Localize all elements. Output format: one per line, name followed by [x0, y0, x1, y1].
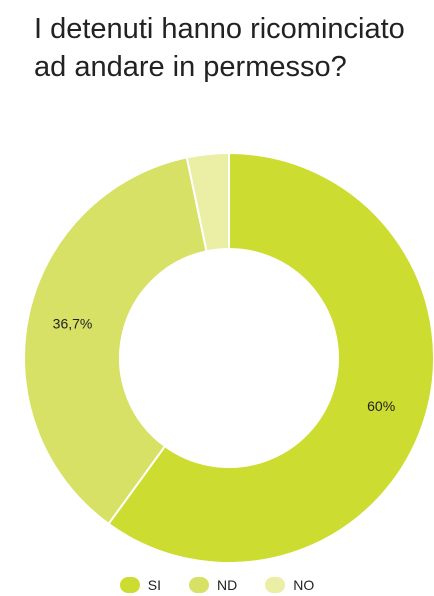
legend-item-si: SI: [119, 577, 161, 593]
legend-label-no: NO: [293, 577, 315, 593]
slice-no: [185, 151, 230, 253]
legend-label-si: SI: [147, 577, 161, 593]
slice-nd: [23, 156, 208, 526]
data-label-nd: 36,7%: [53, 315, 93, 331]
chart-title: I detenuti hanno ricominciato ad andare …: [34, 13, 405, 83]
data-label-si: 60%: [367, 398, 395, 414]
legend-label-nd: ND: [217, 577, 238, 593]
legend-item-no: NO: [265, 577, 314, 593]
slice-si: [107, 151, 434, 564]
legend-swatch-nd: [189, 577, 209, 593]
legend-swatch-no: [265, 577, 286, 593]
legend-swatch-si: [119, 577, 140, 593]
legend-item-nd: ND: [189, 577, 237, 593]
chart-legend: SI ND NO: [0, 574, 434, 596]
